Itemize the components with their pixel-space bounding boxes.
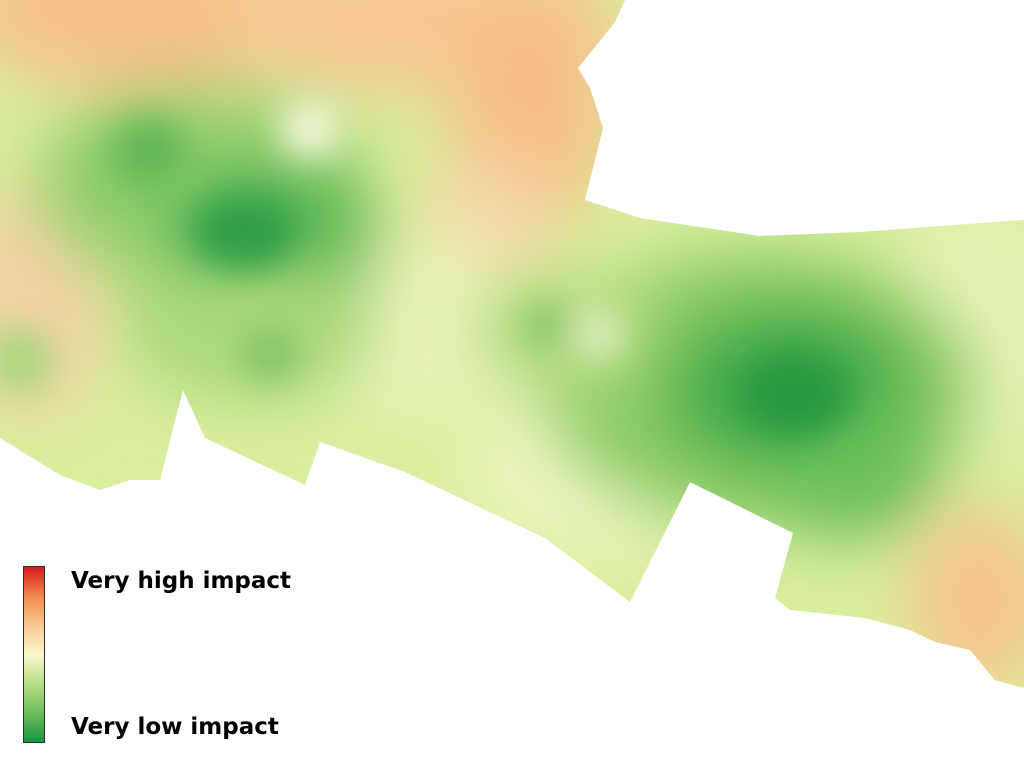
legend-color-ramp [23,566,45,743]
legend-label-very-high: Very high impact [71,568,292,594]
legend-label-very-low: Very low impact [71,714,279,740]
map-legend: Very high impact Very low impact [20,566,340,746]
